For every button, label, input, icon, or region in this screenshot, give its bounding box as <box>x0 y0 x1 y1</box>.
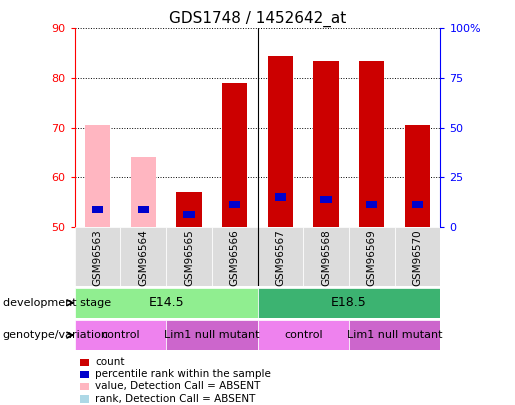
Bar <box>92 206 103 213</box>
Bar <box>183 211 195 218</box>
Text: GSM96566: GSM96566 <box>230 230 239 286</box>
Text: GSM96567: GSM96567 <box>276 230 285 286</box>
Text: GSM96563: GSM96563 <box>93 230 102 286</box>
Bar <box>303 227 349 286</box>
Bar <box>349 320 440 350</box>
Bar <box>366 201 377 208</box>
Text: control: control <box>284 330 322 340</box>
Bar <box>222 83 247 227</box>
Bar <box>412 201 423 208</box>
Text: rank, Detection Call = ABSENT: rank, Detection Call = ABSENT <box>95 394 255 403</box>
Bar <box>258 288 440 318</box>
Bar <box>258 227 303 286</box>
Bar <box>138 206 149 213</box>
Text: genotype/variation: genotype/variation <box>3 330 109 340</box>
Bar <box>359 61 384 227</box>
Text: E18.5: E18.5 <box>331 296 367 309</box>
Bar <box>176 192 201 227</box>
Bar <box>166 320 258 350</box>
Bar <box>75 227 121 286</box>
Text: GSM96569: GSM96569 <box>367 230 377 286</box>
Bar <box>394 227 440 286</box>
Bar <box>138 206 149 213</box>
Text: count: count <box>95 357 125 367</box>
Bar <box>274 193 286 201</box>
Bar <box>212 227 258 286</box>
Text: development stage: development stage <box>3 298 111 308</box>
Title: GDS1748 / 1452642_at: GDS1748 / 1452642_at <box>169 11 346 27</box>
Text: value, Detection Call = ABSENT: value, Detection Call = ABSENT <box>95 382 261 391</box>
Bar <box>314 61 339 227</box>
Bar <box>258 320 349 350</box>
Bar <box>166 227 212 286</box>
Bar <box>229 201 241 208</box>
Bar <box>121 227 166 286</box>
Bar <box>349 227 394 286</box>
Bar <box>320 196 332 203</box>
Bar <box>268 55 293 227</box>
Bar <box>85 125 110 227</box>
Bar <box>75 320 166 350</box>
Text: GSM96570: GSM96570 <box>413 230 422 286</box>
Bar <box>131 157 156 227</box>
Bar <box>75 288 258 318</box>
Text: Lim1 null mutant: Lim1 null mutant <box>164 330 260 340</box>
Text: GSM96565: GSM96565 <box>184 230 194 286</box>
Bar <box>92 206 103 213</box>
Text: E14.5: E14.5 <box>148 296 184 309</box>
Text: control: control <box>101 330 140 340</box>
Bar <box>405 125 430 227</box>
Text: GSM96564: GSM96564 <box>138 230 148 286</box>
Text: GSM96568: GSM96568 <box>321 230 331 286</box>
Text: percentile rank within the sample: percentile rank within the sample <box>95 369 271 379</box>
Text: Lim1 null mutant: Lim1 null mutant <box>347 330 442 340</box>
